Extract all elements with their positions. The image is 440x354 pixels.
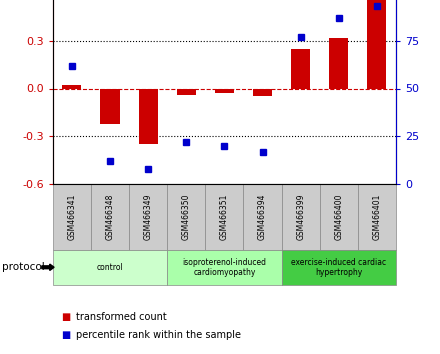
Bar — [243, 184, 282, 250]
Text: control: control — [97, 263, 123, 272]
Bar — [167, 184, 205, 250]
Text: GSM466350: GSM466350 — [182, 194, 191, 240]
Text: ■: ■ — [62, 312, 71, 322]
Text: GSM466400: GSM466400 — [334, 194, 343, 240]
Bar — [139, 88, 158, 144]
Bar — [167, 250, 282, 285]
Bar — [367, 0, 386, 88]
Text: transformed count: transformed count — [76, 312, 166, 322]
Bar — [53, 184, 91, 250]
Text: exercise-induced cardiac
hypertrophy: exercise-induced cardiac hypertrophy — [291, 258, 386, 277]
Bar — [62, 85, 81, 88]
Text: isoproterenol-induced
cardiomyopathy: isoproterenol-induced cardiomyopathy — [183, 258, 266, 277]
Bar — [205, 184, 243, 250]
Bar — [53, 250, 167, 285]
Bar — [291, 49, 310, 88]
Bar — [91, 184, 129, 250]
Bar — [282, 184, 320, 250]
Bar — [329, 38, 348, 88]
Text: GSM466399: GSM466399 — [296, 194, 305, 240]
Bar — [282, 250, 396, 285]
Text: GSM466348: GSM466348 — [106, 194, 114, 240]
Bar — [320, 184, 358, 250]
Bar — [253, 88, 272, 96]
Text: GSM466341: GSM466341 — [67, 194, 77, 240]
Bar — [358, 184, 396, 250]
Text: GSM466394: GSM466394 — [258, 194, 267, 240]
Bar — [100, 88, 120, 124]
Text: percentile rank within the sample: percentile rank within the sample — [76, 330, 241, 339]
Text: ■: ■ — [62, 330, 71, 339]
Text: GSM466401: GSM466401 — [372, 194, 381, 240]
Text: GSM466349: GSM466349 — [143, 194, 153, 240]
Bar — [177, 88, 196, 95]
Bar — [215, 88, 234, 93]
Bar — [129, 184, 167, 250]
Text: protocol: protocol — [2, 262, 45, 272]
Text: GSM466351: GSM466351 — [220, 194, 229, 240]
